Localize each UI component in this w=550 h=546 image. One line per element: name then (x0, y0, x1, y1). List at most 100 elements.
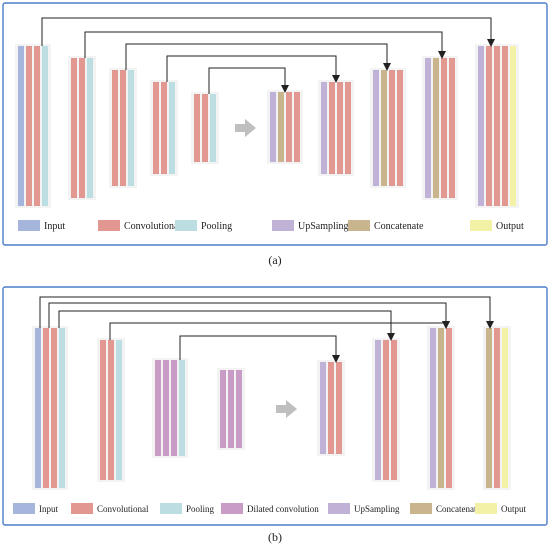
upsampling-layer (373, 70, 379, 186)
convolutional-layer (120, 70, 126, 186)
dilated-convolution-layer (236, 370, 242, 448)
feature-map-column (370, 68, 406, 188)
panel-b-caption: (b) (268, 530, 282, 544)
upsampling-layer (320, 362, 326, 454)
upsampling-layer (270, 92, 276, 162)
pooling-layer (42, 46, 48, 206)
panel-b-feature-maps (32, 326, 511, 490)
convolutional-layer (153, 82, 159, 174)
feature-map-column (267, 90, 303, 164)
legend-item-output: Output (470, 220, 524, 232)
skip-connection-arrow (39, 296, 494, 329)
output-layer (502, 328, 508, 488)
panel-a-frame (2, 2, 548, 246)
legend-item-dilated-convolution: Dilated convolution (221, 503, 319, 514)
convolutional-layer (71, 58, 77, 198)
legend-label: UpSampling (354, 504, 400, 514)
dilated-convolution-layer (220, 370, 226, 448)
convolutional-layer (337, 82, 343, 174)
convolutional-layer (449, 58, 455, 198)
input-swatch (18, 220, 40, 231)
skip-connection-arrow (84, 31, 446, 59)
convolutional-layer (34, 46, 40, 206)
convolutional-layer (383, 340, 389, 480)
dilated-convolution-layer (171, 360, 177, 456)
feature-map-column (372, 338, 400, 482)
legend-item-concatenate: Concatenate (348, 220, 424, 232)
convolutional-layer (294, 92, 300, 162)
input-layer (18, 46, 24, 206)
legend-item-output: Output (475, 503, 527, 514)
legend-item-pooling: Pooling (160, 503, 215, 514)
feature-map-column (317, 360, 345, 456)
convolutional-layer (486, 46, 492, 206)
legend-item-upsampling: UpSampling (272, 220, 349, 232)
convolutional-layer (43, 328, 49, 488)
feature-map-column (32, 326, 68, 490)
feature-map-column (150, 80, 178, 176)
convolutional-layer (328, 362, 334, 454)
feature-map-column (475, 44, 519, 208)
legend-item-input: Input (18, 220, 65, 232)
convolutional-layer (397, 70, 403, 186)
dilated-convolution-layer (228, 370, 234, 448)
pooling-layer (210, 94, 216, 162)
panel-b-frame (2, 286, 548, 526)
skip-connection-arrow (179, 335, 340, 363)
feature-map-column (97, 338, 125, 482)
legend-label: Convolutional (97, 504, 149, 514)
dilated-convolution-swatch (221, 503, 243, 514)
legend-label: Output (496, 221, 524, 232)
legend-label: Pooling (186, 504, 215, 514)
feature-map-column (427, 326, 455, 490)
concatenate-layer (381, 70, 387, 186)
panel-b-flow-arrow (276, 400, 297, 418)
upsampling-layer (375, 340, 381, 480)
convolutional-layer (161, 82, 167, 174)
convolutional-layer (112, 70, 118, 186)
panel-a-feature-maps (15, 44, 519, 208)
legend-item-convolutional: Convolutional (71, 503, 149, 514)
legend-item-concatenate: Concatenate (410, 503, 480, 514)
convolutional-layer (79, 58, 85, 198)
convolutional-layer (446, 328, 452, 488)
convolutional-layer (336, 362, 342, 454)
convolutional-layer (108, 340, 114, 480)
convolutional-layer (494, 46, 500, 206)
feature-map-column (15, 44, 51, 208)
legend-label: Convolutional (124, 221, 181, 232)
legend-label: Dilated convolution (247, 504, 319, 514)
output-layer (510, 46, 516, 206)
feature-map-column (318, 80, 354, 176)
feature-map-column (68, 56, 96, 200)
output-swatch (475, 503, 497, 514)
legend-label: Output (501, 504, 527, 514)
pooling-layer (128, 70, 134, 186)
skip-connection-arrow (208, 67, 289, 94)
concatenate-layer (486, 328, 492, 488)
feature-map-column (422, 56, 458, 200)
concatenate-swatch (348, 220, 370, 231)
convolutional-layer (502, 46, 508, 206)
pooling-swatch (160, 503, 182, 514)
skip-connection-arrow (166, 55, 340, 83)
panel-b-skip-connections (39, 296, 494, 363)
concatenate-layer (433, 58, 439, 198)
convolutional-swatch (71, 503, 93, 514)
legend-label: Input (39, 504, 58, 514)
feature-map-column (109, 68, 137, 188)
upsampling-layer (478, 46, 484, 206)
skip-connection-arrow (125, 43, 391, 71)
concatenate-layer (438, 328, 444, 488)
skip-connection-arrow (48, 302, 450, 329)
feature-map-column (217, 368, 245, 450)
panel-b-legend: Input Convolutional Pooling Dilated convolu… (13, 503, 527, 514)
convolutional-layer (286, 92, 292, 162)
convolutional-layer (202, 94, 208, 162)
input-swatch (13, 503, 35, 514)
panel-a-legend: Input Convolutional Pooling UpSampling Conca… (18, 220, 524, 232)
convolutional-layer (51, 328, 57, 488)
pooling-layer (59, 328, 65, 488)
legend-label: Input (44, 221, 65, 232)
feature-map-column (483, 326, 511, 490)
